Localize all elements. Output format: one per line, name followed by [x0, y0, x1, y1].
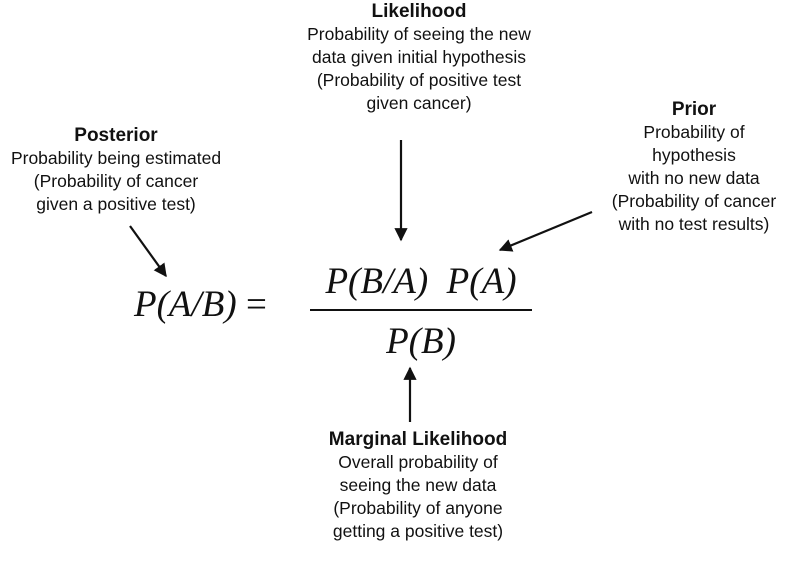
posterior-title: Posterior: [74, 125, 158, 146]
likelihood-line: data given initial hypothesis: [311, 47, 527, 67]
likelihood-line: given cancer): [366, 93, 472, 113]
prior-line: with no test results): [618, 214, 770, 234]
posterior-arrow: [129, 225, 167, 278]
posterior-line: Probability being estimated: [10, 148, 222, 168]
marginal-likelihood-line: Overall probability of: [338, 452, 498, 472]
marginal-likelihood-line: (Probability of anyone: [333, 498, 503, 518]
formula-denominator: P(B): [386, 321, 456, 362]
fraction-bar: [310, 309, 532, 311]
posterior-label: Posterior Probability being estimated (P…: [0, 124, 232, 216]
prior-label: Prior Probability of hypothesis with no …: [590, 98, 798, 236]
prior-line: Probability of: [643, 122, 745, 142]
formula-equals-sign: =: [245, 284, 267, 325]
likelihood-line: Probability of seeing the new: [307, 24, 531, 44]
likelihood-label: Likelihood Probability of seeing the new…: [264, 0, 574, 115]
posterior-line: given a positive test): [36, 194, 196, 214]
likelihood-title: Likelihood: [371, 1, 467, 22]
prior-arrow: [498, 210, 593, 252]
marginal-likelihood-line: getting a positive test): [332, 521, 504, 541]
prior-line: hypothesis: [652, 145, 736, 165]
marginal-likelihood-title: Marginal Likelihood: [328, 429, 508, 450]
formula-lhs: P(A/B) =: [134, 285, 267, 325]
prior-title: Prior: [671, 99, 717, 120]
likelihood-line: (Probability of positive test: [316, 70, 522, 90]
prior-line: (Probability of cancer: [611, 191, 777, 211]
formula-numerator: P(B/A) P(A): [325, 261, 517, 302]
marginal-likelihood-label: Marginal Likelihood Overall probability …: [268, 428, 568, 543]
formula-lhs-expression: P(A/B): [134, 284, 237, 325]
prior-line: with no new data: [628, 168, 760, 188]
marginal-likelihood-line: seeing the new data: [339, 475, 497, 495]
posterior-line: (Probability of cancer: [33, 171, 199, 191]
